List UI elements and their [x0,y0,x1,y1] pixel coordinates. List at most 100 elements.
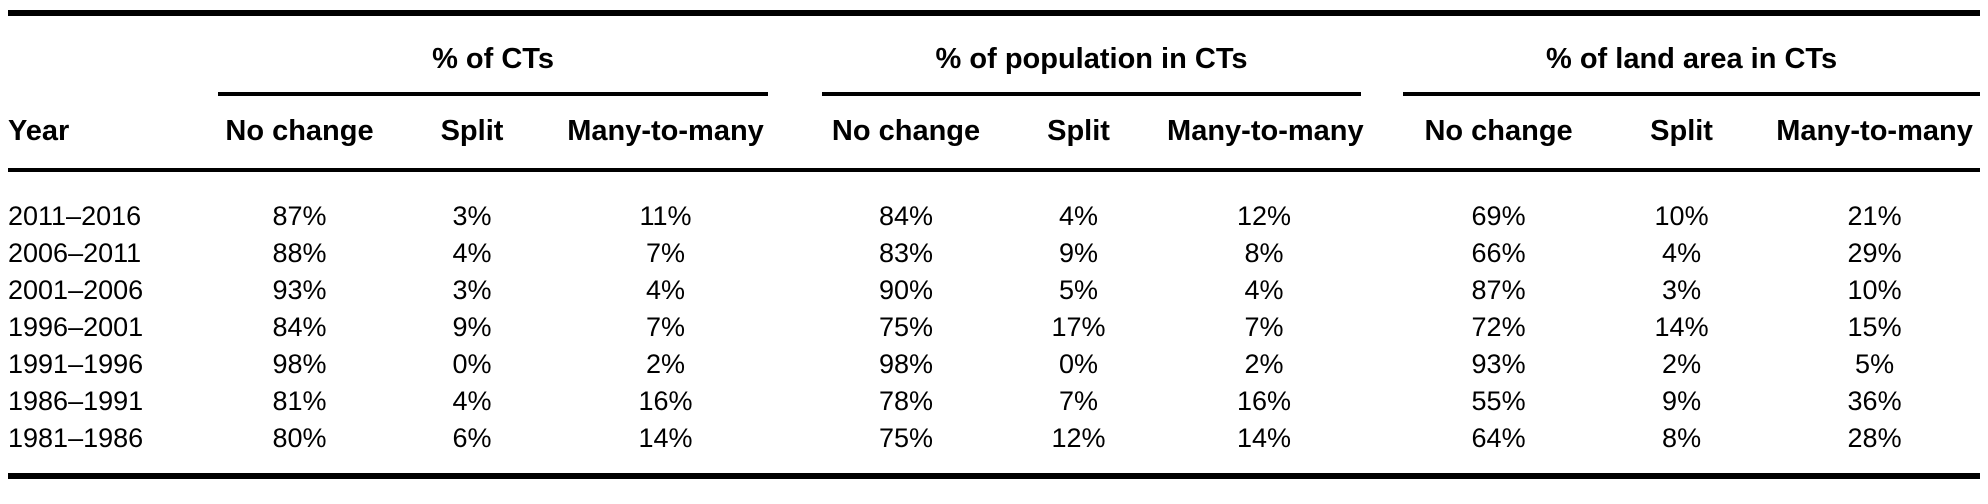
data-cell: 15% [1847,312,1902,342]
data-cell: 8% [1244,238,1284,268]
data-cell: 81% [272,386,327,416]
data-cell: 84% [879,201,934,231]
data-cell: 84% [272,312,327,342]
data-cell: 4% [452,386,492,416]
col-header-pop-many-to-many: Many-to-many [1167,96,1364,172]
table-row: 1991–1996 98% 0% 2% 98% 0% 2% 93% 2% 5% [8,346,1980,383]
group-header-cts: % of CTs [218,16,769,96]
col-header-cts-many-to-many: Many-to-many [563,96,769,172]
data-cell: 29% [1847,238,1902,268]
data-cell: 7% [1059,386,1099,416]
data-cell: 28% [1847,423,1902,453]
column-spacer [768,96,823,172]
data-cell: 14% [638,423,693,453]
data-cell: 93% [1471,349,1526,379]
year-cell: 2011–2016 [8,201,142,231]
table-row: 2011–2016 87% 3% 11% 84% 4% 12% 69% 10% … [8,172,1980,235]
ct-change-table: % of CTs % of population in CTs % of lan… [8,16,1981,473]
col-header-land-no-change: No change [1403,96,1595,172]
data-cell: 6% [452,423,492,453]
column-spacer [768,346,822,383]
data-cell: 90% [879,275,934,305]
data-cell: 12% [1051,423,1106,453]
data-cell: 83% [879,238,934,268]
data-cell: 69% [1471,201,1526,231]
year-cell: 1996–2001 [8,312,144,342]
year-cell: 1981–1986 [8,423,144,453]
column-spacer [768,16,822,96]
data-cell: 98% [879,349,934,379]
data-cell: 2% [1244,349,1284,379]
column-header-row: Year No change Split Many-to-many No cha… [8,96,1981,172]
column-spacer [768,309,822,346]
data-cell: 9% [452,312,492,342]
data-cell: 36% [1847,386,1902,416]
data-cell: 14% [1654,312,1709,342]
data-cell: 14% [1237,423,1292,453]
data-cell: 66% [1471,238,1526,268]
column-spacer [1361,346,1403,383]
data-cell: 72% [1471,312,1526,342]
column-spacer [1361,16,1403,96]
table-row: 2006–2011 88% 4% 7% 83% 9% 8% 66% 4% 29% [8,235,1980,272]
data-cell: 80% [272,423,327,453]
data-cell: 9% [1662,386,1702,416]
year-header-spacer [8,16,218,96]
year-cell: 2001–2006 [8,275,144,305]
data-cell: 3% [1662,275,1702,305]
column-spacer [1361,420,1403,473]
ct-change-table-wrapper: % of CTs % of population in CTs % of lan… [8,10,1981,479]
data-cell: 12% [1237,201,1292,231]
group-header-row: % of CTs % of population in CTs % of lan… [8,16,1981,96]
col-header-pop-split: Split [990,96,1168,172]
col-header-cts-no-change: No change [218,96,381,172]
data-cell: 10% [1654,201,1709,231]
data-cell: 75% [879,312,934,342]
data-cell: 78% [879,386,934,416]
data-cell: 3% [452,275,492,305]
col-header-land-many-to-many: Many-to-many [1769,96,1981,172]
data-cell: 16% [638,386,693,416]
data-cell: 98% [272,349,327,379]
data-cell: 93% [272,275,327,305]
data-cell: 9% [1059,238,1099,268]
data-cell: 16% [1237,386,1292,416]
data-cell: 75% [879,423,934,453]
data-cell: 55% [1471,386,1526,416]
data-cell: 5% [1059,275,1099,305]
col-header-land-split: Split [1594,96,1770,172]
column-spacer [768,420,822,473]
col-header-pop-no-change: No change [822,96,991,172]
data-cell: 11% [639,201,692,231]
data-cell: 88% [272,238,327,268]
column-spacer [1361,172,1403,235]
column-spacer [768,235,822,272]
column-spacer [768,172,822,235]
data-cell: 4% [1662,238,1702,268]
year-cell: 2006–2011 [8,238,142,268]
data-cell: 8% [1662,423,1702,453]
data-cell: 10% [1847,275,1902,305]
data-cell: 7% [646,312,686,342]
data-cell: 0% [1059,349,1099,379]
data-cell: 7% [646,238,686,268]
table-row: 2001–2006 93% 3% 4% 90% 5% 4% 87% 3% 10% [8,272,1980,309]
column-spacer [1361,383,1403,420]
group-header-land-area: % of land area in CTs [1403,16,1981,96]
column-spacer [1361,96,1404,172]
group-header-population: % of population in CTs [822,16,1362,96]
page: % of CTs % of population in CTs % of lan… [8,10,1981,479]
data-cell: 0% [452,349,492,379]
data-cell: 4% [1059,201,1099,231]
year-cell: 1991–1996 [8,349,144,379]
col-header-cts-split: Split [381,96,563,172]
data-cell: 2% [646,349,686,379]
year-cell: 1986–1991 [8,386,144,416]
data-cell: 4% [646,275,686,305]
table-row: 1986–1991 81% 4% 16% 78% 7% 16% 55% 9% 3… [8,383,1980,420]
data-cell: 87% [272,201,327,231]
data-cell: 2% [1662,349,1702,379]
column-spacer [768,383,822,420]
data-cell: 87% [1471,275,1526,305]
table-row: 1996–2001 84% 9% 7% 75% 17% 7% 72% 14% 1… [8,309,1980,346]
